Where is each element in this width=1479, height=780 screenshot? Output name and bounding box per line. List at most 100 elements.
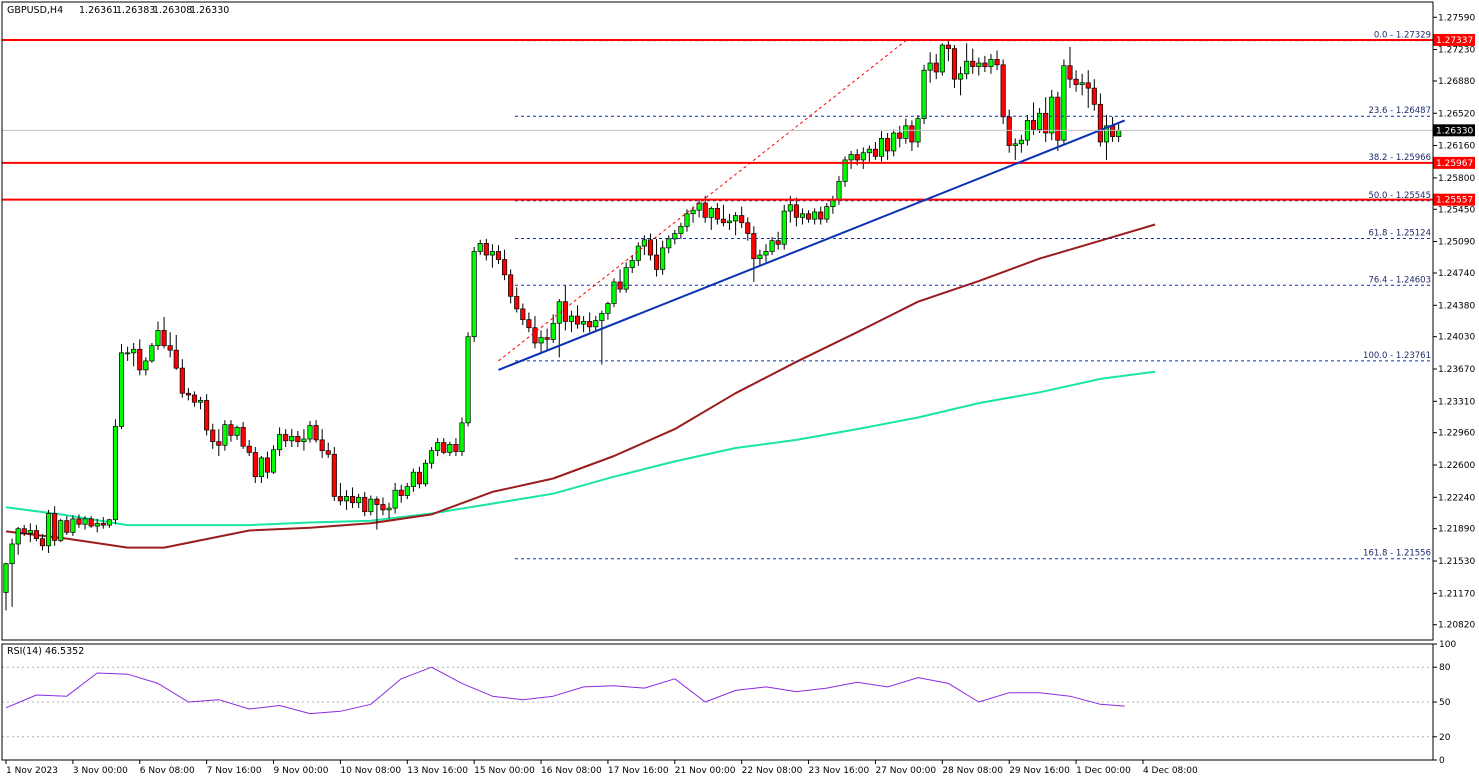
candle-body <box>222 424 228 446</box>
candle-body <box>660 247 666 270</box>
candle-body <box>161 330 167 347</box>
candle-body <box>1116 129 1122 137</box>
current-price-line: 1.26330 <box>2 124 1475 137</box>
candle-body <box>976 62 982 67</box>
support-resistance-lines[interactable]: 1.27337 1.25967 1.25557 <box>2 33 1475 206</box>
candle-body <box>185 392 191 396</box>
y-tick-label: 1.22960 <box>1438 429 1475 439</box>
x-tick-label: 4 Dec 08:00 <box>1143 766 1198 776</box>
candle-body <box>331 453 337 497</box>
candle-body <box>720 218 726 224</box>
candle-body <box>878 138 885 157</box>
fib-level-label: 76.4 - 1.24603 <box>1368 275 1431 285</box>
candle-body <box>550 322 556 340</box>
trend-line[interactable] <box>498 119 1126 371</box>
price-panel-frame <box>1 1 1434 641</box>
candle-body <box>337 496 343 502</box>
candle-body <box>64 520 70 533</box>
candle-body <box>228 424 234 436</box>
candle-body <box>635 245 641 261</box>
candle-body <box>799 213 806 218</box>
candle-body <box>350 496 356 504</box>
candle-body <box>1043 112 1049 134</box>
candle-body <box>416 471 422 485</box>
x-tick-label: 27 Nov 00:00 <box>875 766 936 776</box>
y-tick-label: 1.26520 <box>1438 109 1475 119</box>
candle-body <box>672 233 678 240</box>
candle-body <box>33 530 39 539</box>
candle-body <box>210 429 216 443</box>
candle-body <box>988 59 994 67</box>
candle-body <box>46 513 52 547</box>
x-tick-label: 16 Nov 08:00 <box>541 766 602 776</box>
x-tick-label: 9 Nov 00:00 <box>274 766 329 776</box>
candle-body <box>769 240 775 252</box>
fib-level-label: 61.8 - 1.25124 <box>1368 229 1431 239</box>
candle-body <box>100 522 106 526</box>
candle-body <box>775 240 781 245</box>
candle-body <box>599 313 605 321</box>
candle-body <box>447 444 453 453</box>
candle-body <box>611 281 617 304</box>
candle-body <box>191 394 198 403</box>
candle-body <box>520 308 526 321</box>
x-tick-label: 1 Dec 00:00 <box>1076 766 1131 776</box>
y-tick-label: 1.23310 <box>1438 397 1475 407</box>
y-tick-label: 1.25450 <box>1438 205 1475 215</box>
candle-body <box>459 422 465 452</box>
header-close: 1.26330 <box>190 5 229 16</box>
candle-body <box>860 152 866 161</box>
price-label-box <box>1433 33 1475 46</box>
x-tick-label: 21 Nov 00:00 <box>675 766 736 776</box>
candle-body <box>155 330 161 347</box>
candle-body <box>1055 96 1061 141</box>
y-tick-label: 1.21530 <box>1438 557 1475 567</box>
candle-body <box>787 204 793 212</box>
candle-body <box>106 519 112 526</box>
header-high: 1.26383 <box>116 5 155 16</box>
candle-body <box>58 520 64 541</box>
candle-body <box>982 62 988 67</box>
candle-body <box>806 213 812 220</box>
y-tick-label: 1.21890 <box>1438 525 1475 535</box>
candle-body <box>289 435 295 442</box>
rsi-line <box>5 666 1125 715</box>
candle-body <box>970 60 976 67</box>
candle-body <box>1079 82 1085 85</box>
y-tick-label: 1.21170 <box>1438 589 1475 599</box>
fib-swing-line <box>498 40 907 362</box>
y-tick-label: 1.25090 <box>1438 238 1475 248</box>
moving-average-fast <box>5 223 1156 549</box>
candle-body <box>726 220 733 224</box>
candle-body <box>465 336 471 424</box>
candle-body <box>678 225 684 234</box>
candle-body <box>933 62 939 73</box>
candle-body <box>568 315 574 322</box>
candle-body <box>258 457 264 478</box>
candle-body <box>295 435 301 443</box>
candle-body <box>76 518 82 525</box>
rsi-panel-frame <box>1 643 1434 761</box>
y-tick-label: 1.25800 <box>1438 174 1475 184</box>
candle-body <box>964 60 970 75</box>
candle-body <box>173 349 179 369</box>
fib-level-label: 23.6 - 1.26487 <box>1368 106 1431 116</box>
price-label-box <box>1433 193 1475 206</box>
candle-body <box>27 530 33 534</box>
x-tick-label: 1 Nov 2023 <box>6 766 58 776</box>
rsi-tick-label: 50 <box>1439 698 1451 708</box>
candle-body <box>368 498 374 513</box>
candle-body <box>714 208 720 220</box>
candle-body <box>854 154 860 161</box>
candle-body <box>1049 96 1055 134</box>
candle-body <box>422 462 429 485</box>
candle-body <box>52 513 58 541</box>
candle-body <box>641 239 647 247</box>
y-tick-label: 1.26880 <box>1438 77 1475 87</box>
price-label: 1.27337 <box>1436 36 1473 46</box>
y-tick-label: 1.22600 <box>1438 461 1475 471</box>
x-tick-label: 22 Nov 08:00 <box>742 766 803 776</box>
price-label: 1.25557 <box>1436 196 1473 206</box>
candle-body <box>112 426 118 521</box>
